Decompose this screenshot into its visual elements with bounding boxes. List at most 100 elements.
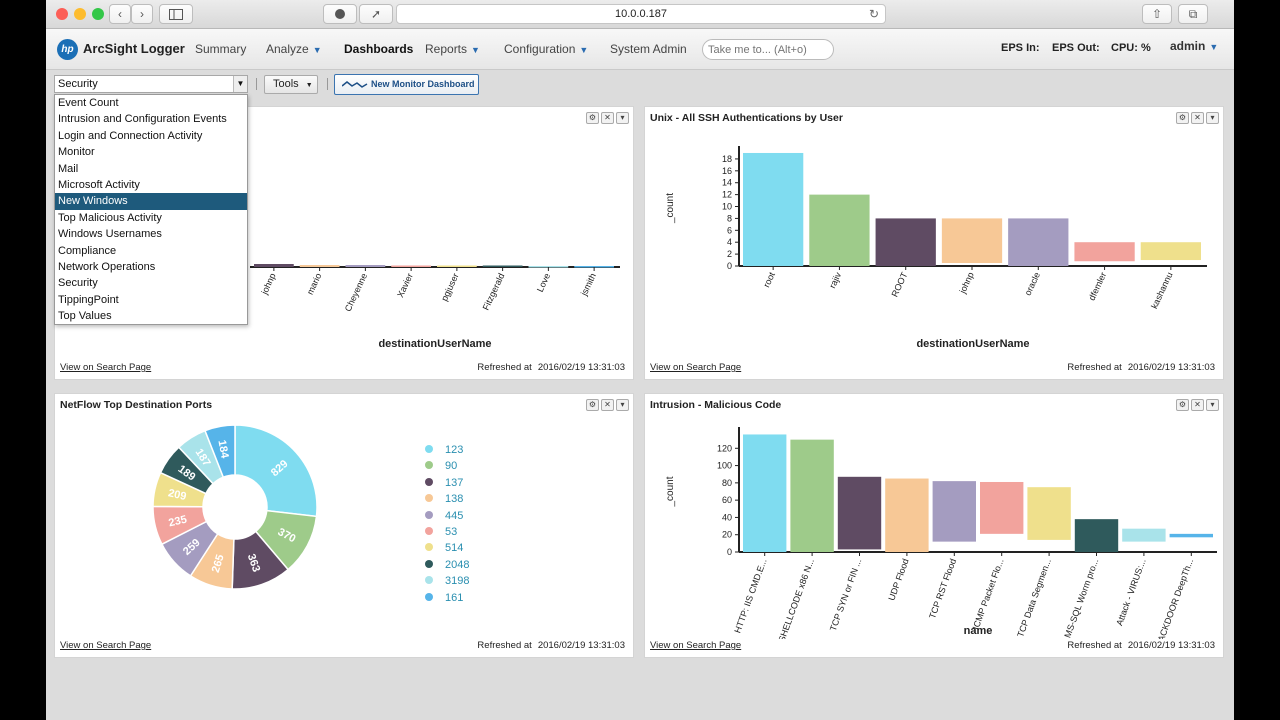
nav-summary[interactable]: Summary xyxy=(195,42,246,56)
close-icon[interactable]: ✕ xyxy=(1191,112,1204,124)
address-bar[interactable]: 10.0.0.187 ↻ xyxy=(396,4,886,24)
dropdown-item[interactable]: New Windows xyxy=(55,193,247,210)
tabs-button[interactable]: ⧉ xyxy=(1178,4,1208,24)
new-monitor-dashboard-button[interactable]: New Monitor Dashboard xyxy=(334,74,479,95)
view-on-search-page-link[interactable]: View on Search Page xyxy=(60,362,152,373)
tools-menu-button[interactable]: Tools ▼ xyxy=(264,75,318,94)
chevron-down-icon[interactable]: ▾ xyxy=(1206,112,1219,124)
legend-item[interactable]: 90 xyxy=(425,458,469,474)
dropdown-item[interactable]: Monitor xyxy=(58,146,95,159)
bar-3[interactable] xyxy=(885,478,929,552)
bar-0[interactable] xyxy=(743,434,787,552)
legend-item[interactable]: 445 xyxy=(425,508,469,524)
dashboard-select[interactable]: Security ▼ xyxy=(54,75,248,93)
settings-icon[interactable]: ⚙ xyxy=(586,112,599,124)
x-axis-title: name xyxy=(964,625,993,637)
chevron-down-icon[interactable]: ▾ xyxy=(1206,399,1219,411)
bar-0[interactable] xyxy=(743,152,804,266)
refreshed-time: 2016/02/19 13:31:03 xyxy=(537,640,625,651)
legend-item[interactable]: 138 xyxy=(425,491,469,507)
bar-8[interactable] xyxy=(1122,528,1166,542)
bar-2[interactable] xyxy=(345,265,386,267)
refreshed-time: 2016/02/19 13:31:03 xyxy=(1127,362,1215,373)
bar-1[interactable] xyxy=(299,265,340,267)
bar-6[interactable] xyxy=(528,266,569,268)
tools-extension-button[interactable]: ➚ xyxy=(359,4,393,24)
view-on-search-page-link[interactable]: View on Search Page xyxy=(650,362,742,373)
bar-5[interactable] xyxy=(980,481,1024,534)
bar-4[interactable] xyxy=(1008,218,1069,266)
dashboard-dropdown-list[interactable]: Event Count Intrusion and Configuration E… xyxy=(54,94,248,325)
bar-2[interactable] xyxy=(875,218,936,266)
forward-button[interactable]: › xyxy=(131,4,153,24)
dropdown-item[interactable]: Microsoft Activity xyxy=(58,178,140,191)
dropdown-item[interactable]: Mail xyxy=(58,162,79,175)
bar-7[interactable] xyxy=(1074,519,1119,552)
legend-item[interactable]: 53 xyxy=(425,524,469,540)
bar-6[interactable] xyxy=(1140,242,1201,261)
share-button[interactable]: ⇧ xyxy=(1142,4,1172,24)
user-menu[interactable]: admin ▼ xyxy=(1170,39,1218,53)
bar-7[interactable] xyxy=(574,266,614,268)
close-icon[interactable]: ✕ xyxy=(1191,399,1204,411)
bar-1[interactable] xyxy=(790,439,834,552)
refreshed-at: Refreshed at 2016/02/19 13:31:03 xyxy=(477,362,625,373)
chevron-down-icon[interactable]: ▾ xyxy=(616,112,629,124)
x-tick-label: oracle xyxy=(1023,271,1042,297)
take-me-to-input[interactable] xyxy=(702,39,834,60)
legend-item[interactable]: 514 xyxy=(425,540,469,556)
zoom-window-button[interactable] xyxy=(92,8,104,20)
nav-analyze[interactable]: Analyze ▼ xyxy=(266,42,322,56)
close-icon[interactable]: ✕ xyxy=(601,112,614,124)
bar-3[interactable] xyxy=(941,218,1003,264)
legend-item[interactable]: 3198 xyxy=(425,573,469,589)
dropdown-item[interactable]: Login and Connection Activity xyxy=(58,129,203,142)
dropdown-item[interactable]: Top Values xyxy=(58,310,112,323)
bar-2[interactable] xyxy=(837,476,882,550)
dropdown-item[interactable]: Event Count xyxy=(58,97,119,109)
legend-item[interactable]: 137 xyxy=(425,475,469,491)
sidebar-button[interactable] xyxy=(159,4,193,24)
bar-4[interactable] xyxy=(932,481,976,542)
bar-chart-users: johnp mario Cheyenne Xavier pgjuser Fitzgeral… xyxy=(250,264,620,347)
bar-6[interactable] xyxy=(1027,487,1071,540)
nav-reports[interactable]: Reports ▼ xyxy=(425,42,480,56)
x-tick-label: Attack - VIRUS:... xyxy=(1114,557,1148,627)
dropdown-item[interactable]: Top Malicious Activity xyxy=(58,211,162,224)
bar-4[interactable] xyxy=(437,265,477,268)
dropdown-item[interactable]: Security xyxy=(58,277,98,290)
nav-dashboards[interactable]: Dashboards xyxy=(344,42,413,56)
legend-item[interactable]: 123 xyxy=(425,442,469,458)
dropdown-item[interactable]: TippingPoint xyxy=(58,293,119,306)
legend-item[interactable]: 161 xyxy=(425,590,469,606)
dropdown-item[interactable]: Compliance xyxy=(58,244,117,257)
pie-slice-123[interactable] xyxy=(234,424,318,518)
view-on-search-page-link[interactable]: View on Search Page xyxy=(650,640,742,651)
dropdown-item[interactable]: Network Operations xyxy=(58,260,156,273)
bar-0[interactable] xyxy=(254,264,294,267)
shield-button[interactable] xyxy=(323,4,357,24)
reload-icon[interactable]: ↻ xyxy=(868,7,879,21)
legend-item[interactable]: 2048 xyxy=(425,557,469,573)
pie-slice-161[interactable] xyxy=(204,424,236,479)
chevron-down-icon[interactable]: ▾ xyxy=(616,399,629,411)
bar-chart-ssh: 0 2 4 6 810 12 14 16 18 root rajiv ROOT johnp oracle d… xyxy=(665,146,1207,350)
close-window-button[interactable] xyxy=(56,8,68,20)
bar-1[interactable] xyxy=(809,194,870,266)
dropdown-item[interactable]: Intrusion and Configuration Events xyxy=(58,113,227,126)
settings-icon[interactable]: ⚙ xyxy=(586,399,599,411)
back-button[interactable]: ‹ xyxy=(109,4,131,24)
bar-3[interactable] xyxy=(391,265,431,268)
settings-icon[interactable]: ⚙ xyxy=(1176,399,1189,411)
nav-configuration[interactable]: Configuration ▼ xyxy=(504,42,588,56)
settings-icon[interactable]: ⚙ xyxy=(1176,112,1189,124)
close-icon[interactable]: ✕ xyxy=(601,399,614,411)
dropdown-item[interactable]: Windows Usernames xyxy=(58,228,162,241)
legend-swatch xyxy=(425,477,433,486)
minimize-window-button[interactable] xyxy=(74,8,86,20)
nav-system-admin[interactable]: System Admin xyxy=(610,42,687,56)
bar-9[interactable] xyxy=(1169,533,1213,538)
bar-5[interactable] xyxy=(1074,242,1135,262)
view-on-search-page-link[interactable]: View on Search Page xyxy=(60,640,152,651)
bar-5[interactable] xyxy=(482,265,523,268)
